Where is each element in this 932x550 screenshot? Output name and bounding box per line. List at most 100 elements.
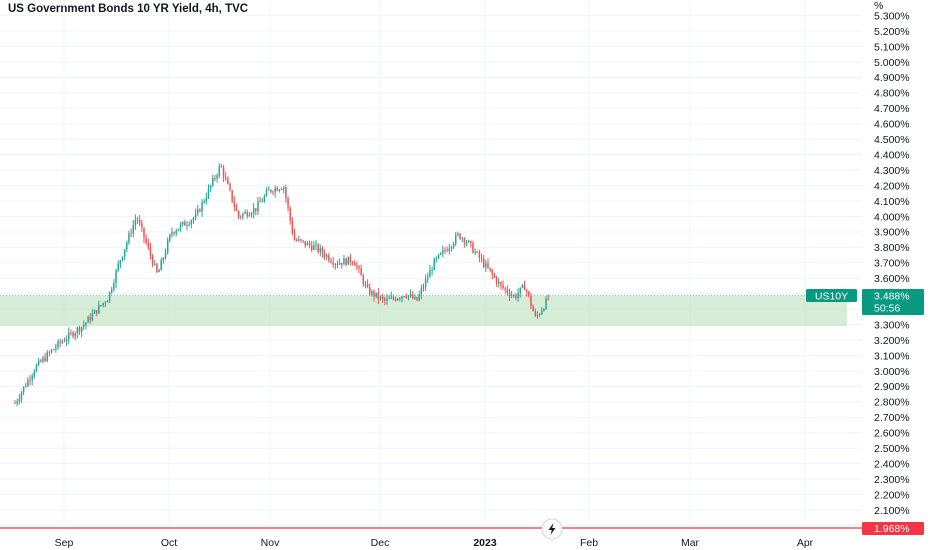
y-tick-label: 4.600% xyxy=(874,119,910,131)
candle-body xyxy=(209,185,212,189)
candle-body xyxy=(467,240,470,243)
y-tick-label: 2.400% xyxy=(874,458,910,470)
candle-body xyxy=(498,282,500,284)
candle-body xyxy=(63,341,66,343)
candle-body xyxy=(59,341,61,343)
candle-body xyxy=(87,316,89,323)
candle-body xyxy=(480,257,483,259)
candle-body xyxy=(263,195,266,202)
candle-body xyxy=(201,202,203,212)
candle-body xyxy=(244,212,246,214)
candle-body xyxy=(450,246,453,249)
candle-body xyxy=(130,233,132,235)
chart-title: US Government Bonds 10 YR Yield, 4h, TVC xyxy=(8,3,249,15)
candle-body xyxy=(100,305,102,306)
last-price-value: 3.488% xyxy=(874,290,910,302)
candle-body xyxy=(224,177,227,179)
last-price-badge: 3.488% 50:56 xyxy=(862,289,924,316)
candle-body xyxy=(375,292,377,297)
candle-body xyxy=(519,287,521,294)
candle-body xyxy=(504,287,506,290)
candle-body xyxy=(93,310,96,314)
candle-body xyxy=(508,292,511,297)
candle-body xyxy=(134,219,137,226)
candle-body xyxy=(259,201,261,203)
y-tick-label: 4.200% xyxy=(874,180,910,192)
candle-body xyxy=(235,206,238,212)
candle-body xyxy=(381,296,384,299)
candle-body xyxy=(442,250,444,253)
candle-body xyxy=(138,220,141,224)
candle-body xyxy=(364,284,367,285)
candle-body xyxy=(119,260,122,264)
candle-body xyxy=(265,190,268,196)
candle-body xyxy=(521,284,524,288)
candle-body xyxy=(126,242,128,250)
candle-body xyxy=(326,255,328,257)
candle-body xyxy=(437,254,440,258)
candle-body xyxy=(390,296,392,299)
candle-body xyxy=(291,220,294,234)
candle-body xyxy=(68,332,70,340)
y-tick-label: 3.200% xyxy=(874,335,910,347)
candle-body xyxy=(336,264,339,266)
candle-body xyxy=(349,256,352,263)
candle-body xyxy=(347,256,349,265)
candle-body xyxy=(414,297,416,299)
candle-body xyxy=(250,213,253,216)
candle-body xyxy=(147,243,150,248)
candle-body xyxy=(448,248,451,251)
candle-body xyxy=(115,270,117,284)
x-tick-label: Dec xyxy=(371,537,390,549)
candle-body xyxy=(85,322,87,326)
candle-body xyxy=(530,295,532,307)
y-tick-label: 4.500% xyxy=(874,134,910,146)
y-tick-label: 2.500% xyxy=(874,443,910,455)
candle-body xyxy=(371,291,373,295)
y-tick-label: 4.700% xyxy=(874,103,910,115)
candle-body xyxy=(48,352,51,354)
candle-body xyxy=(536,315,539,316)
candle-body xyxy=(394,298,397,301)
y-axis[interactable]: 5.300% 5.200% 5.100% 5.000% 4.900% 4.800% 4.70… xyxy=(874,10,910,532)
candle-body xyxy=(55,347,57,350)
low-marker-badge-bg xyxy=(862,522,924,535)
y-tick-label: 2.900% xyxy=(874,381,910,393)
candle-body xyxy=(300,239,302,241)
candle-body xyxy=(136,219,139,221)
x-axis[interactable]: Sep Oct Nov Dec 2023 Feb Mar Apr xyxy=(55,537,814,549)
candle-body xyxy=(444,250,446,251)
candle-body xyxy=(37,360,40,366)
candle-body xyxy=(89,316,91,321)
candle-body xyxy=(545,298,547,310)
candle-body xyxy=(179,224,182,229)
candle-body xyxy=(321,248,324,254)
candle-body xyxy=(233,201,236,207)
candle-body xyxy=(177,228,180,231)
candle-body xyxy=(207,188,210,198)
y-tick-label: 4.100% xyxy=(874,196,910,208)
candle-body xyxy=(429,270,431,278)
candle-body xyxy=(154,263,156,265)
candle-body xyxy=(184,221,186,226)
y-tick-label: 3.100% xyxy=(874,350,910,362)
candle-body xyxy=(171,232,173,235)
candle-body xyxy=(190,220,193,225)
candle-body xyxy=(108,292,111,301)
candle-body xyxy=(123,249,126,257)
candle-body xyxy=(214,177,216,179)
candle-body xyxy=(46,352,48,361)
candle-body xyxy=(74,333,76,337)
y-tick-label: 2.800% xyxy=(874,397,910,409)
candle-body xyxy=(332,262,334,265)
candle-body xyxy=(405,296,408,298)
goto-realtime-button[interactable] xyxy=(541,518,563,540)
candle-body xyxy=(386,298,388,301)
candle-body xyxy=(525,290,528,292)
candle-body xyxy=(164,252,167,258)
candle-body xyxy=(317,244,319,252)
candle-body xyxy=(169,234,171,241)
candle-body xyxy=(20,392,23,399)
y-tick-label: 3.900% xyxy=(874,227,910,239)
